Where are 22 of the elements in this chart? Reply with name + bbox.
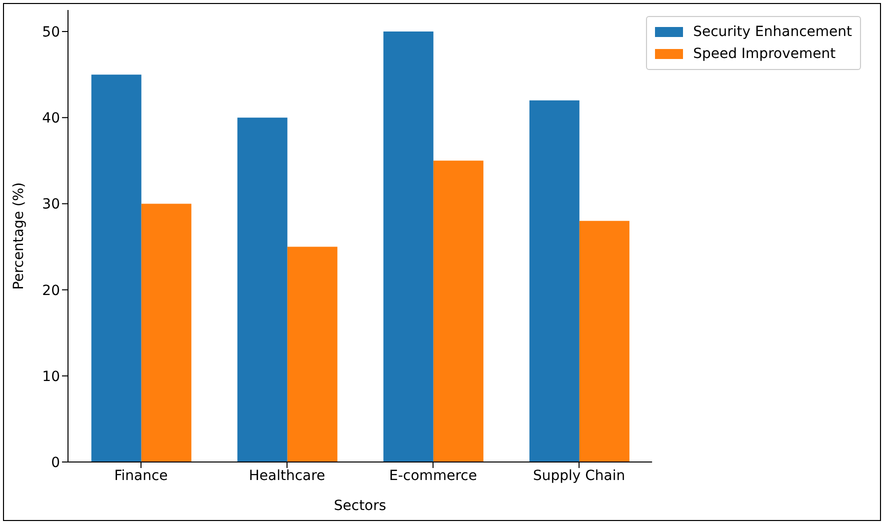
- y-tick-label: 20: [42, 282, 60, 299]
- bar: [91, 74, 142, 462]
- y-axis-title: Percentage (%): [10, 182, 27, 290]
- y-tick-label: 40: [42, 110, 60, 127]
- legend-label: Security Enhancement: [693, 24, 852, 40]
- x-tick-label: Healthcare: [248, 468, 326, 484]
- bar: [237, 118, 288, 462]
- y-tick-label: 0: [51, 454, 60, 471]
- x-axis-title: Sectors: [334, 498, 386, 514]
- y-tick-label: 50: [42, 24, 60, 40]
- bar: [141, 204, 192, 462]
- bar: [529, 100, 580, 462]
- y-tick-label: 30: [42, 196, 60, 213]
- bar: [287, 246, 338, 462]
- y-tick-label: 10: [42, 368, 60, 385]
- x-tick-label: Supply Chain: [532, 468, 626, 484]
- bar: [579, 220, 630, 462]
- x-tick-label: Finance: [114, 468, 168, 484]
- x-tick-label: E-commerce: [389, 468, 477, 484]
- bar: [383, 32, 434, 462]
- legend-label: Speed Improvement: [693, 46, 836, 62]
- bar: [433, 160, 484, 462]
